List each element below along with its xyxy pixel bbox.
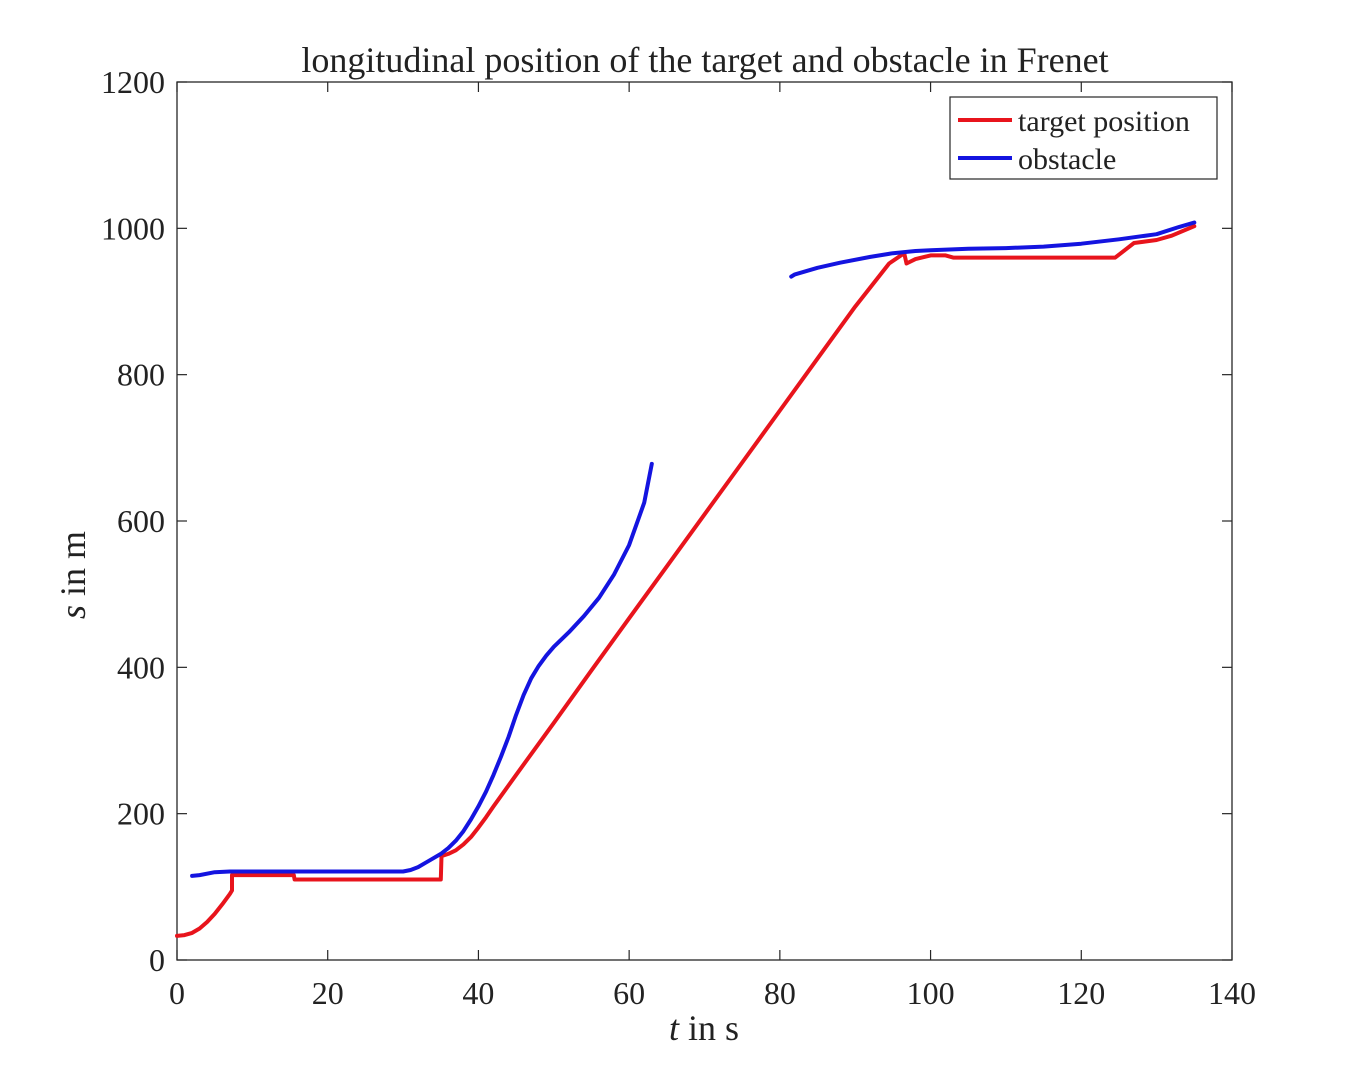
ticks [176,81,1233,961]
y-tick-label: 600 [117,503,165,539]
y-axis-unit: in m [53,531,93,605]
x-axis-label: t in s [669,1008,739,1048]
x-tick-label: 0 [169,975,185,1011]
x-tick-label: 100 [907,975,955,1011]
x-tick-label: 80 [764,975,796,1011]
x-axis-variable: t [669,1008,680,1048]
y-tick-label: 200 [117,796,165,832]
legend: target position obstacle [949,96,1218,180]
legend-box [949,96,1218,180]
tick-labels: 0 20 40 60 80 100 120 140 0 200 400 600 800 1000 1200 [101,64,1256,1011]
y-tick-label: 0 [149,942,165,978]
x-tick-label: 60 [613,975,645,1011]
y-tick-label: 800 [117,357,165,393]
axes-box [176,81,1233,961]
legend-label-target-position: target position [1018,105,1190,138]
series-lines [175,220,1197,938]
series-line-target-position [175,224,1197,938]
y-axis-label: s in m [53,531,93,619]
plot-area: 0 20 40 60 80 100 120 140 0 200 400 600 800 1000 1200 [101,64,1256,1011]
series-line-obstacle [789,220,1197,279]
y-axis-variable: s [53,605,93,619]
y-tick-label: 1000 [101,210,165,246]
x-tick-label: 140 [1208,975,1256,1011]
x-tick-label: 120 [1057,975,1105,1011]
y-tick-label: 400 [117,649,165,685]
y-tick-label: 1200 [101,64,165,100]
x-tick-label: 20 [312,975,344,1011]
x-tick-label: 40 [462,975,494,1011]
x-axis-unit: in s [679,1008,739,1048]
series-line-obstacle [190,461,654,878]
legend-label-obstacle: obstacle [1018,143,1116,176]
chart-title: longitudinal position of the target and … [301,40,1108,80]
